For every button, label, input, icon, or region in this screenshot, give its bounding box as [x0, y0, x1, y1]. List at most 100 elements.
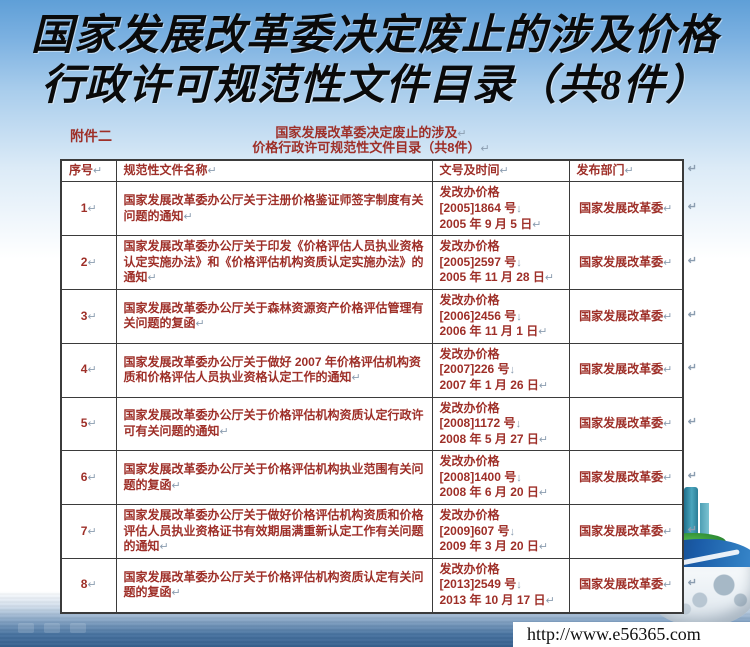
doc-title-line2: 价格行政许可规范性文件目录（共8件）↵ [252, 139, 490, 155]
docno-number: [2009]607 号↓ [439, 523, 516, 538]
docno-date: 2006 年 11 月 1 日↵ [439, 324, 548, 339]
table-row: 4↵ 国家发展改革委办公厅关于做好 2007 年价格评估机构资质和价格评估人员执… [60, 342, 684, 398]
paragraph-mark: ↵ [624, 165, 634, 178]
document-name-cell: 国家发展改革委办公厅关于做好价格评估机构资质和价格评估人员执业资格证书有效期届满… [115, 504, 433, 559]
document-header: 附件二 国家发展改革委决定废止的涉及↵ 价格行政许可规范性文件目录（共8件）↵ [60, 125, 682, 156]
department-cell: 国家发展改革委↵ [568, 181, 684, 237]
linebreak-mark: ↓ [515, 418, 522, 431]
paragraph-mark: ↵ [538, 487, 549, 500]
docno-date: 2013 年 10 月 17 日↵ [439, 593, 555, 608]
docno-number: [2007]226 号↓ [439, 362, 516, 377]
paragraph-mark: ↵ [663, 418, 673, 431]
linebreak-mark: ↓ [509, 364, 516, 377]
docno-date-cell: 发改办价格 [2007]226 号↓ 2007 年 1 月 26 日↵ [431, 342, 570, 398]
document-name-cell: 国家发展改革委办公厅关于做好 2007 年价格评估机构资质和价格评估人员执业资格… [115, 342, 433, 398]
paragraph-mark: ↵ [351, 372, 361, 385]
docno-prefix: 发改办价格 [439, 454, 500, 469]
row-number-cell: 7↵ [60, 504, 117, 559]
paragraph-mark: ↵ [159, 541, 169, 554]
row-end-mark: ↵ [687, 200, 697, 213]
document-name-cell: 国家发展改革委办公厅关于价格评估机构资质认定行政许可有关问题的通知↵ [115, 396, 433, 452]
paragraph-mark: ↵ [87, 310, 97, 323]
paragraph-mark: ↵ [545, 595, 555, 608]
paragraph-mark: ↵ [87, 579, 97, 592]
department-cell: 国家发展改革委↵ [568, 342, 684, 398]
paragraph-mark: ↵ [544, 272, 555, 285]
paragraph-mark: ↵ [538, 541, 549, 554]
docno-prefix: 发改办价格 [439, 292, 500, 307]
paragraph-mark: ↵ [480, 142, 490, 155]
paragraph-mark: ↵ [538, 326, 548, 339]
slide-title-line2: 行政许可规范性文件目录（共8件） [41, 62, 709, 109]
docno-date-cell: 发改办价格 [2009]607 号↓ 2009 年 3 月 20 日↵ [431, 504, 570, 559]
table-row: 6↵ 国家发展改革委办公厅关于价格评估机构执业范围有关问题的复函↵ 发改办价格 … [60, 450, 684, 506]
docno-prefix: 发改办价格 [439, 239, 500, 254]
docno-date: 2009 年 3 月 20 日↵ [439, 539, 549, 554]
docno-date-cell: 发改办价格 [2013]2549 号↓ 2013 年 10 月 17 日↵ [431, 557, 570, 614]
row-end-mark: ↵ [687, 523, 697, 536]
paragraph-mark: ↵ [663, 579, 673, 592]
row-number-cell: 8↵ [60, 557, 117, 614]
docno-date-cell: 发改办价格 [2008]1400 号↓ 2008 年 6 月 20 日↵ [431, 450, 570, 506]
docno-date-cell: 发改办价格 [2005]2597 号↓ 2005 年 11 月 28 日↵ [431, 235, 570, 290]
document-name-cell: 国家发展改革委办公厅关于印发《价格评估人员执业资格认定实施办法》和《价格评估机构… [115, 235, 433, 290]
paragraph-mark: ↵ [87, 256, 97, 269]
row-number-cell: 6↵ [60, 450, 117, 506]
linebreak-mark: ↓ [516, 579, 522, 592]
document-name-cell: 国家发展改革委办公厅关于价格评估机构执业范围有关问题的复函↵ [115, 450, 433, 506]
building-icon [684, 487, 698, 541]
paragraph-mark: ↵ [207, 165, 217, 178]
linebreak-mark: ↓ [516, 310, 522, 323]
paragraph-mark: ↵ [87, 418, 97, 431]
table-row: 7↵ 国家发展改革委办公厅关于做好价格评估机构资质和价格评估人员执业资格证书有效… [60, 504, 684, 559]
docno-date: 2008 年 6 月 20 日↵ [439, 485, 549, 500]
site-url-link[interactable]: http://www.e56365.com [513, 622, 750, 647]
table-row: 2↵ 国家发展改革委办公厅关于印发《价格评估人员执业资格认定实施办法》和《价格评… [60, 235, 684, 290]
col-header-docno: 文号及时间↵ [431, 159, 570, 183]
paragraph-mark: ↵ [457, 128, 467, 140]
table-row: 1↵ 国家发展改革委办公厅关于注册价格鉴证师签字制度有关问题的通知↵ 发改办价格… [60, 181, 684, 237]
slide-title-line1: 国家发展改革委决定废止的涉及价格 [30, 13, 719, 59]
department-cell: 国家发展改革委↵ [568, 235, 684, 290]
table-header-row: 序号↵ 规范性文件名称↵ 文号及时间↵ 发布部门↵ [60, 159, 684, 183]
col-header-no: 序号↵ [60, 159, 117, 183]
paragraph-mark: ↵ [171, 479, 181, 492]
paragraph-mark: ↵ [538, 379, 549, 392]
site-url-text: http://www.e56365.com [527, 624, 701, 644]
paragraph-mark: ↵ [219, 425, 229, 438]
department-cell: 国家发展改革委↵ [568, 288, 684, 344]
docno-prefix: 发改办价格 [439, 346, 500, 361]
paragraph-mark: ↵ [171, 587, 181, 600]
faded-nav-icons [18, 623, 86, 633]
row-number-cell: 1↵ [60, 181, 117, 237]
row-number-cell: 4↵ [60, 342, 117, 398]
docno-date: 2005 年 9 月 5 日↵ [439, 216, 542, 231]
linebreak-mark: ↓ [516, 256, 522, 269]
paragraph-mark: ↵ [538, 433, 549, 446]
docno-date-cell: 发改办价格 [2008]1172 号↓ 2008 年 5 月 27 日↵ [431, 396, 570, 452]
doc-title-line1: 国家发展改革委决定废止的涉及↵ [275, 125, 467, 140]
row-end-mark: ↵ [687, 254, 697, 267]
row-number-cell: 2↵ [60, 235, 117, 290]
paragraph-mark: ↵ [663, 202, 673, 215]
docno-prefix: 发改办价格 [439, 561, 500, 576]
document-name-cell: 国家发展改革委办公厅关于注册价格鉴证师签字制度有关问题的通知↵ [115, 181, 433, 237]
linebreak-mark: ↓ [516, 202, 522, 215]
table-row: 5↵ 国家发展改革委办公厅关于价格评估机构资质认定行政许可有关问题的通知↵ 发改… [60, 396, 684, 452]
paragraph-mark: ↵ [663, 256, 673, 269]
paragraph-mark: ↵ [87, 364, 97, 377]
attachment-label: 附件二 [70, 128, 112, 144]
department-cell: 国家发展改革委↵ [568, 450, 684, 506]
docno-date: 2008 年 5 月 27 日↵ [439, 431, 549, 446]
row-end-mark: ↵ [687, 415, 697, 428]
table-row: 3↵ 国家发展改革委办公厅关于森林资源资产价格评估管理有关问题的复函↵ 发改办价… [60, 288, 684, 344]
row-end-mark: ↵ [687, 361, 697, 374]
row-end-mark: ↵ [687, 469, 697, 482]
col-header-dept: 发布部门↵ [568, 159, 684, 183]
paragraph-mark: ↵ [532, 218, 542, 231]
department-cell: 国家发展改革委↵ [568, 396, 684, 452]
linebreak-mark: ↓ [516, 471, 522, 484]
paragraph-mark: ↵ [87, 471, 97, 484]
row-end-mark: ↵ [687, 576, 697, 589]
linebreak-mark: ↓ [509, 525, 516, 538]
